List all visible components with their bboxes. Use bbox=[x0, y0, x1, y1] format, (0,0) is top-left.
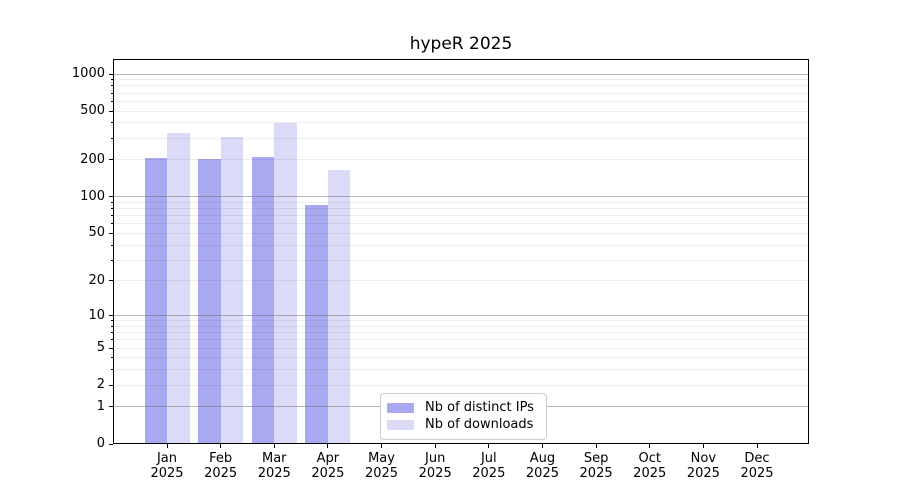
x-tick-label: Jun 2025 bbox=[418, 451, 452, 481]
y-tick-label: 2 bbox=[96, 377, 105, 393]
x-tick bbox=[434, 444, 436, 448]
legend-item-distinct-ips: Nb of distinct IPs bbox=[387, 400, 534, 416]
x-tick bbox=[166, 444, 168, 448]
x-tick-label: Feb 2025 bbox=[204, 451, 238, 481]
x-tick-label: Nov 2025 bbox=[686, 451, 720, 481]
legend-swatch-downloads-icon bbox=[387, 420, 414, 430]
legend-swatch-distinct-ips-icon bbox=[387, 403, 414, 413]
x-tick-label: Apr 2025 bbox=[311, 451, 345, 481]
x-tick bbox=[702, 444, 704, 448]
legend: Nb of distinct IPs Nb of downloads bbox=[380, 393, 547, 440]
y-tick-label: 10 bbox=[88, 307, 105, 323]
x-tick-label: Mar 2025 bbox=[257, 451, 291, 481]
x-tick bbox=[541, 444, 543, 448]
x-tick-label: Jul 2025 bbox=[472, 451, 506, 481]
legend-label-downloads: Nb of downloads bbox=[425, 417, 534, 432]
x-tick bbox=[649, 444, 651, 448]
y-tick-label: 200 bbox=[80, 151, 105, 167]
x-tick bbox=[595, 444, 597, 448]
y-tick-label: 50 bbox=[88, 225, 105, 241]
y-tick-label: 1000 bbox=[71, 66, 105, 81]
chart-title: hypeR 2025 bbox=[409, 34, 513, 54]
y-tick-label: 100 bbox=[80, 188, 105, 204]
x-tick bbox=[327, 444, 329, 448]
x-tick-label: May 2025 bbox=[364, 451, 399, 481]
legend-label-distinct-ips: Nb of distinct IPs bbox=[425, 400, 534, 415]
x-tick-label: Dec 2025 bbox=[740, 451, 774, 481]
y-tick-label: 5 bbox=[96, 340, 105, 356]
x-tick bbox=[488, 444, 490, 448]
x-tick bbox=[220, 444, 222, 448]
x-tick-label: Sep 2025 bbox=[579, 451, 613, 481]
legend-item-downloads: Nb of downloads bbox=[387, 417, 534, 433]
y-tick-label: 500 bbox=[80, 103, 105, 119]
x-tick-label: Oct 2025 bbox=[633, 451, 667, 481]
x-tick bbox=[273, 444, 275, 448]
x-tick bbox=[756, 444, 758, 448]
y-tick-label: 0 bbox=[96, 436, 105, 451]
y-tick-label: 1 bbox=[96, 398, 105, 414]
plot-area bbox=[113, 59, 809, 444]
x-tick-label: Jan 2025 bbox=[150, 451, 184, 481]
x-tick-label: Aug 2025 bbox=[525, 451, 559, 481]
y-tick-label: 20 bbox=[88, 272, 105, 288]
x-tick bbox=[381, 444, 383, 448]
